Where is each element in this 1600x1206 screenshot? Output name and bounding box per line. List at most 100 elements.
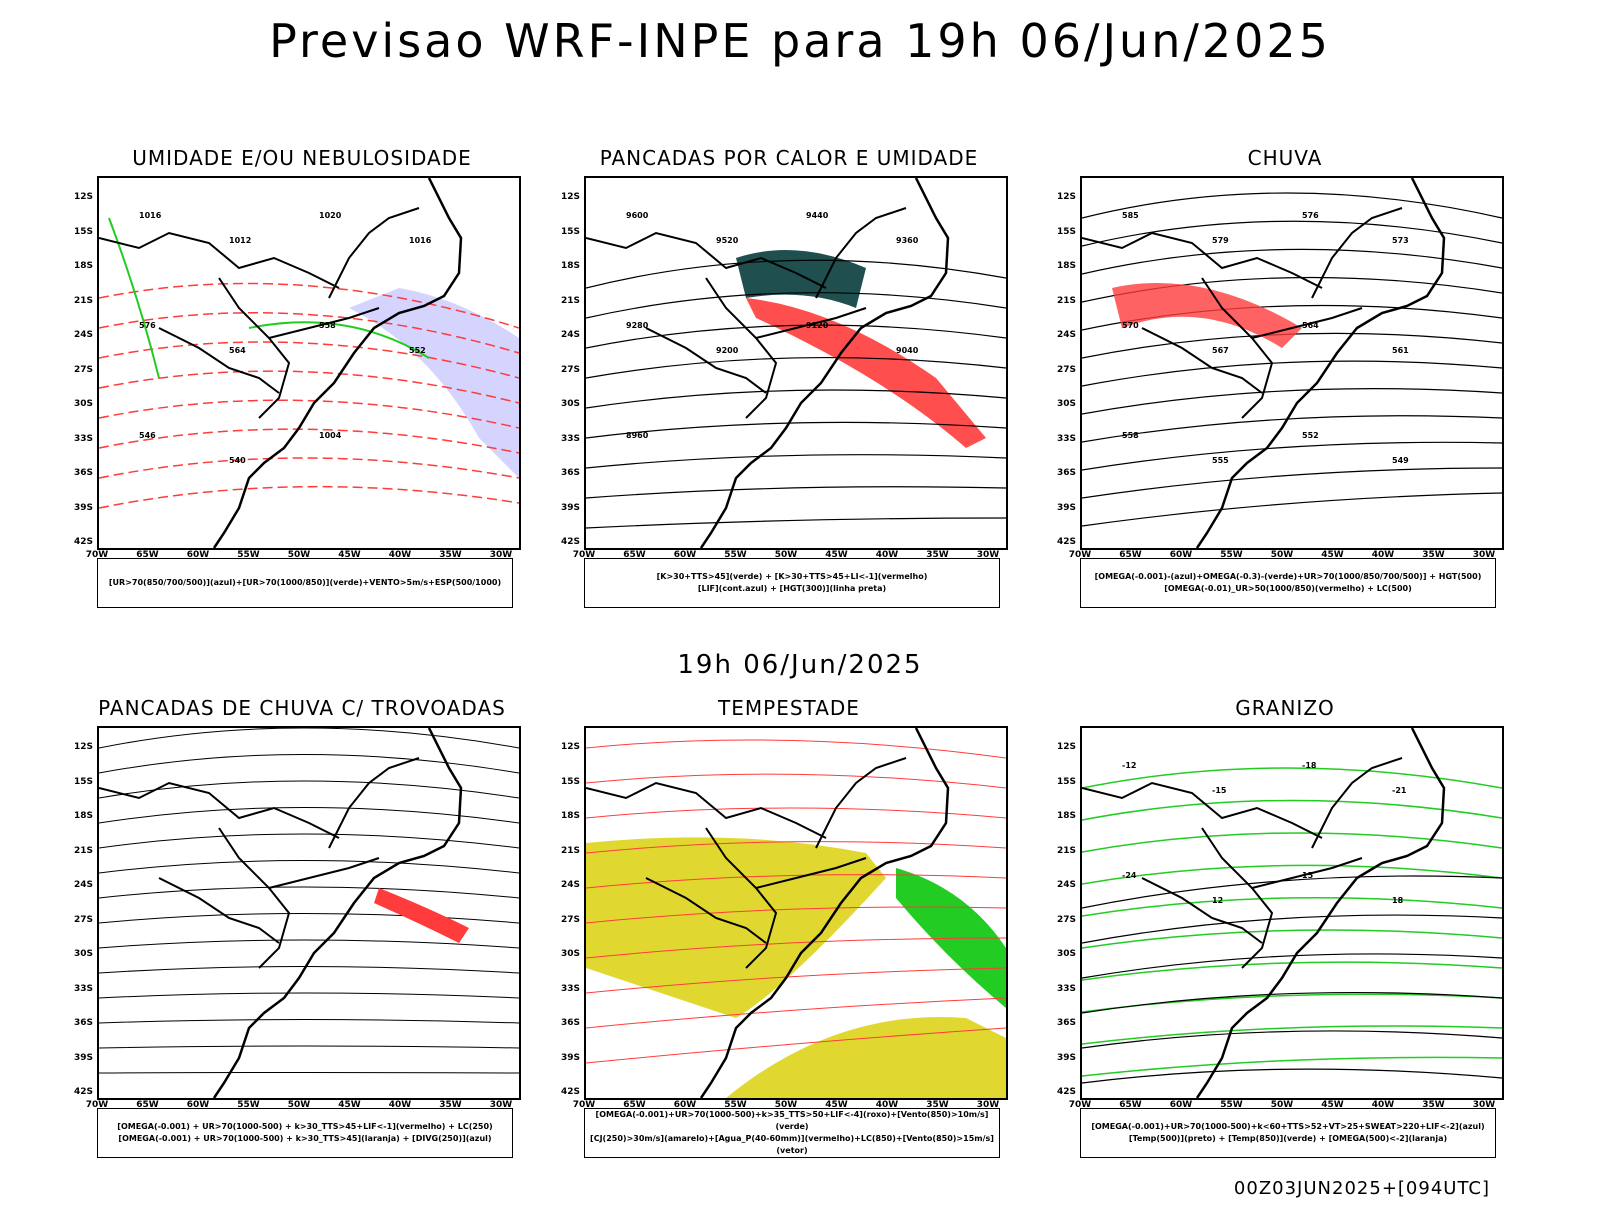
contour-label: 555 (1212, 456, 1229, 465)
streamline-850 (586, 937, 1006, 959)
panel-tempestade: TEMPESTADE 12S 15S 18S 21S 24S 27S 30S 33S 36S 39… (544, 696, 1034, 1206)
country-border (705, 827, 778, 969)
lat-tick-label: 21S (73, 295, 93, 306)
streamline-850 (586, 773, 1006, 789)
lat-tick-label: 24S (1056, 880, 1076, 890)
country-border (1201, 827, 1274, 969)
hgt300-contour-line (586, 389, 1006, 409)
lon-tick-label: 65W (1119, 550, 1142, 560)
lon-tick-label: 65W (1119, 1100, 1142, 1110)
lon-tick-label: 55W (724, 550, 747, 560)
contour-label: 579 (1212, 236, 1229, 245)
panel-title: CHUVA (1247, 146, 1323, 170)
hgt500-contour-line (1082, 415, 1502, 443)
panel-title: PANCADAS DE CHUVA C/ TROVOADAS (98, 696, 506, 720)
legend-line: [OMEGA(-0.001)-(azul)+OMEGA(-0.3)-(verde… (1094, 572, 1482, 581)
contour-label: 558 (1122, 431, 1139, 440)
map-svg (586, 728, 1006, 1098)
country-border (755, 857, 867, 889)
lat-tick-label: 18S (1056, 261, 1076, 271)
legend-box: [OMEGA(-0.001)+UR>70(1000-500)+k>35_TTS>… (584, 1108, 1000, 1158)
lon-tick-label: 40W (1371, 1100, 1395, 1110)
lon-tick-label: 30W (1472, 1100, 1496, 1110)
lon-tick-label: 60W (673, 1100, 697, 1110)
temp850-contour-line (1082, 1056, 1502, 1077)
hgt500-contour-line (1082, 360, 1502, 387)
lat-tick-label: 21S (560, 295, 580, 306)
country-border (268, 857, 380, 889)
lon-tick-label: 70W (572, 1100, 596, 1110)
contour-label: 9280 (626, 321, 649, 330)
lat-tick-label: 12S (73, 742, 93, 752)
height-contour-line (99, 282, 519, 329)
contour-label: 570 (1122, 321, 1139, 330)
lat-tick-label: 30S (1056, 949, 1076, 959)
lat-tick-label: 24S (73, 330, 93, 340)
country-border (1311, 207, 1403, 299)
lon-tick-label: 60W (673, 550, 697, 560)
contour-label: 540 (229, 456, 246, 465)
lon-tick-label: 45W (338, 550, 361, 560)
country-border (1251, 307, 1363, 339)
lat-tick-label: 36S (560, 1018, 580, 1028)
streamline-850 (586, 997, 1006, 1029)
lon-tick-label: 55W (237, 1100, 260, 1110)
lat-tick-label: 42S (73, 1087, 93, 1097)
country-border (586, 781, 827, 839)
streamline-250 (99, 886, 519, 899)
panel-chuva: CHUVA 585 579 576 573 570 567 564 561 558 555 552 5… (1040, 146, 1530, 656)
lat-tick-label: 30S (73, 949, 93, 959)
temp850-contour-line (1082, 961, 1502, 981)
country-border (99, 781, 340, 839)
lat-tick-label: 12S (560, 742, 580, 752)
contour-label: 552 (409, 346, 426, 355)
lat-tick-label: 42S (1056, 1087, 1076, 1097)
lat-tick-label: 30S (73, 399, 93, 409)
panel-title: PANCADAS POR CALOR E UMIDADE (599, 146, 979, 170)
lon-tick-label: 70W (1068, 1100, 1092, 1110)
streamline-250 (99, 807, 519, 824)
map-frame (584, 726, 1008, 1100)
streamline-850 (586, 807, 1006, 819)
legend-line: [UR>70(850/700/500)](azul)+[UR>70(1000/8… (108, 578, 502, 587)
lat-tick-label: 27S (560, 364, 580, 375)
legend-box: [OMEGA(-0.001) + UR>70(1000-500) + k>30_… (97, 1108, 513, 1158)
lat-tick-label: 42S (560, 537, 580, 547)
contour-label: -15 (1212, 786, 1227, 795)
contour-label: 1016 (409, 236, 432, 245)
lon-tick-label: 70W (85, 1100, 109, 1110)
lat-tick-label: 24S (560, 330, 580, 340)
lon-tick-label: 50W (1270, 550, 1294, 560)
contour-label: 12 (1212, 896, 1223, 905)
lon-tick-label: 45W (338, 1100, 361, 1110)
contour-label: 549 (1392, 456, 1409, 465)
temp500-contour-line (1082, 953, 1502, 979)
temp850-contour-line (1082, 799, 1502, 821)
lat-tick-label: 33S (1056, 983, 1076, 994)
legend-line: [OMEGA(-0.001) + UR>70(1000-500) + k>30_… (118, 1134, 492, 1143)
country-border (1201, 277, 1274, 419)
lon-tick-label: 45W (825, 1100, 848, 1110)
lon-tick-label: 30W (1472, 550, 1496, 560)
lon-tick-label: 40W (388, 550, 412, 560)
hgt500-contour-line (1082, 192, 1502, 219)
lat-tick-label: 33S (73, 983, 93, 994)
lon-tick-label: 30W (489, 1100, 513, 1110)
temp500-contour-line (1082, 991, 1502, 1014)
lat-tick-label: 21S (1056, 845, 1076, 856)
hgt300-contour-line (586, 517, 1006, 529)
map-svg (99, 728, 519, 1098)
temp850-contour-line (1082, 993, 1502, 1013)
lon-tick-label: 35W (926, 1100, 949, 1110)
lat-tick-label: 15S (1056, 226, 1076, 237)
country-border (755, 307, 867, 339)
country-border (705, 277, 778, 419)
lon-tick-label: 65W (623, 550, 646, 560)
lat-tick-label: 42S (1056, 537, 1076, 547)
panel-trovoadas: PANCADAS DE CHUVA C/ TROVOADAS 12S 15S 18S… (57, 696, 547, 1206)
lat-tick-label: 36S (73, 1018, 93, 1028)
contour-label: 9600 (626, 211, 649, 220)
streamline-850 (586, 841, 1006, 854)
lat-tick-label: 39S (73, 502, 93, 513)
temp850-contour-line (1082, 896, 1502, 917)
